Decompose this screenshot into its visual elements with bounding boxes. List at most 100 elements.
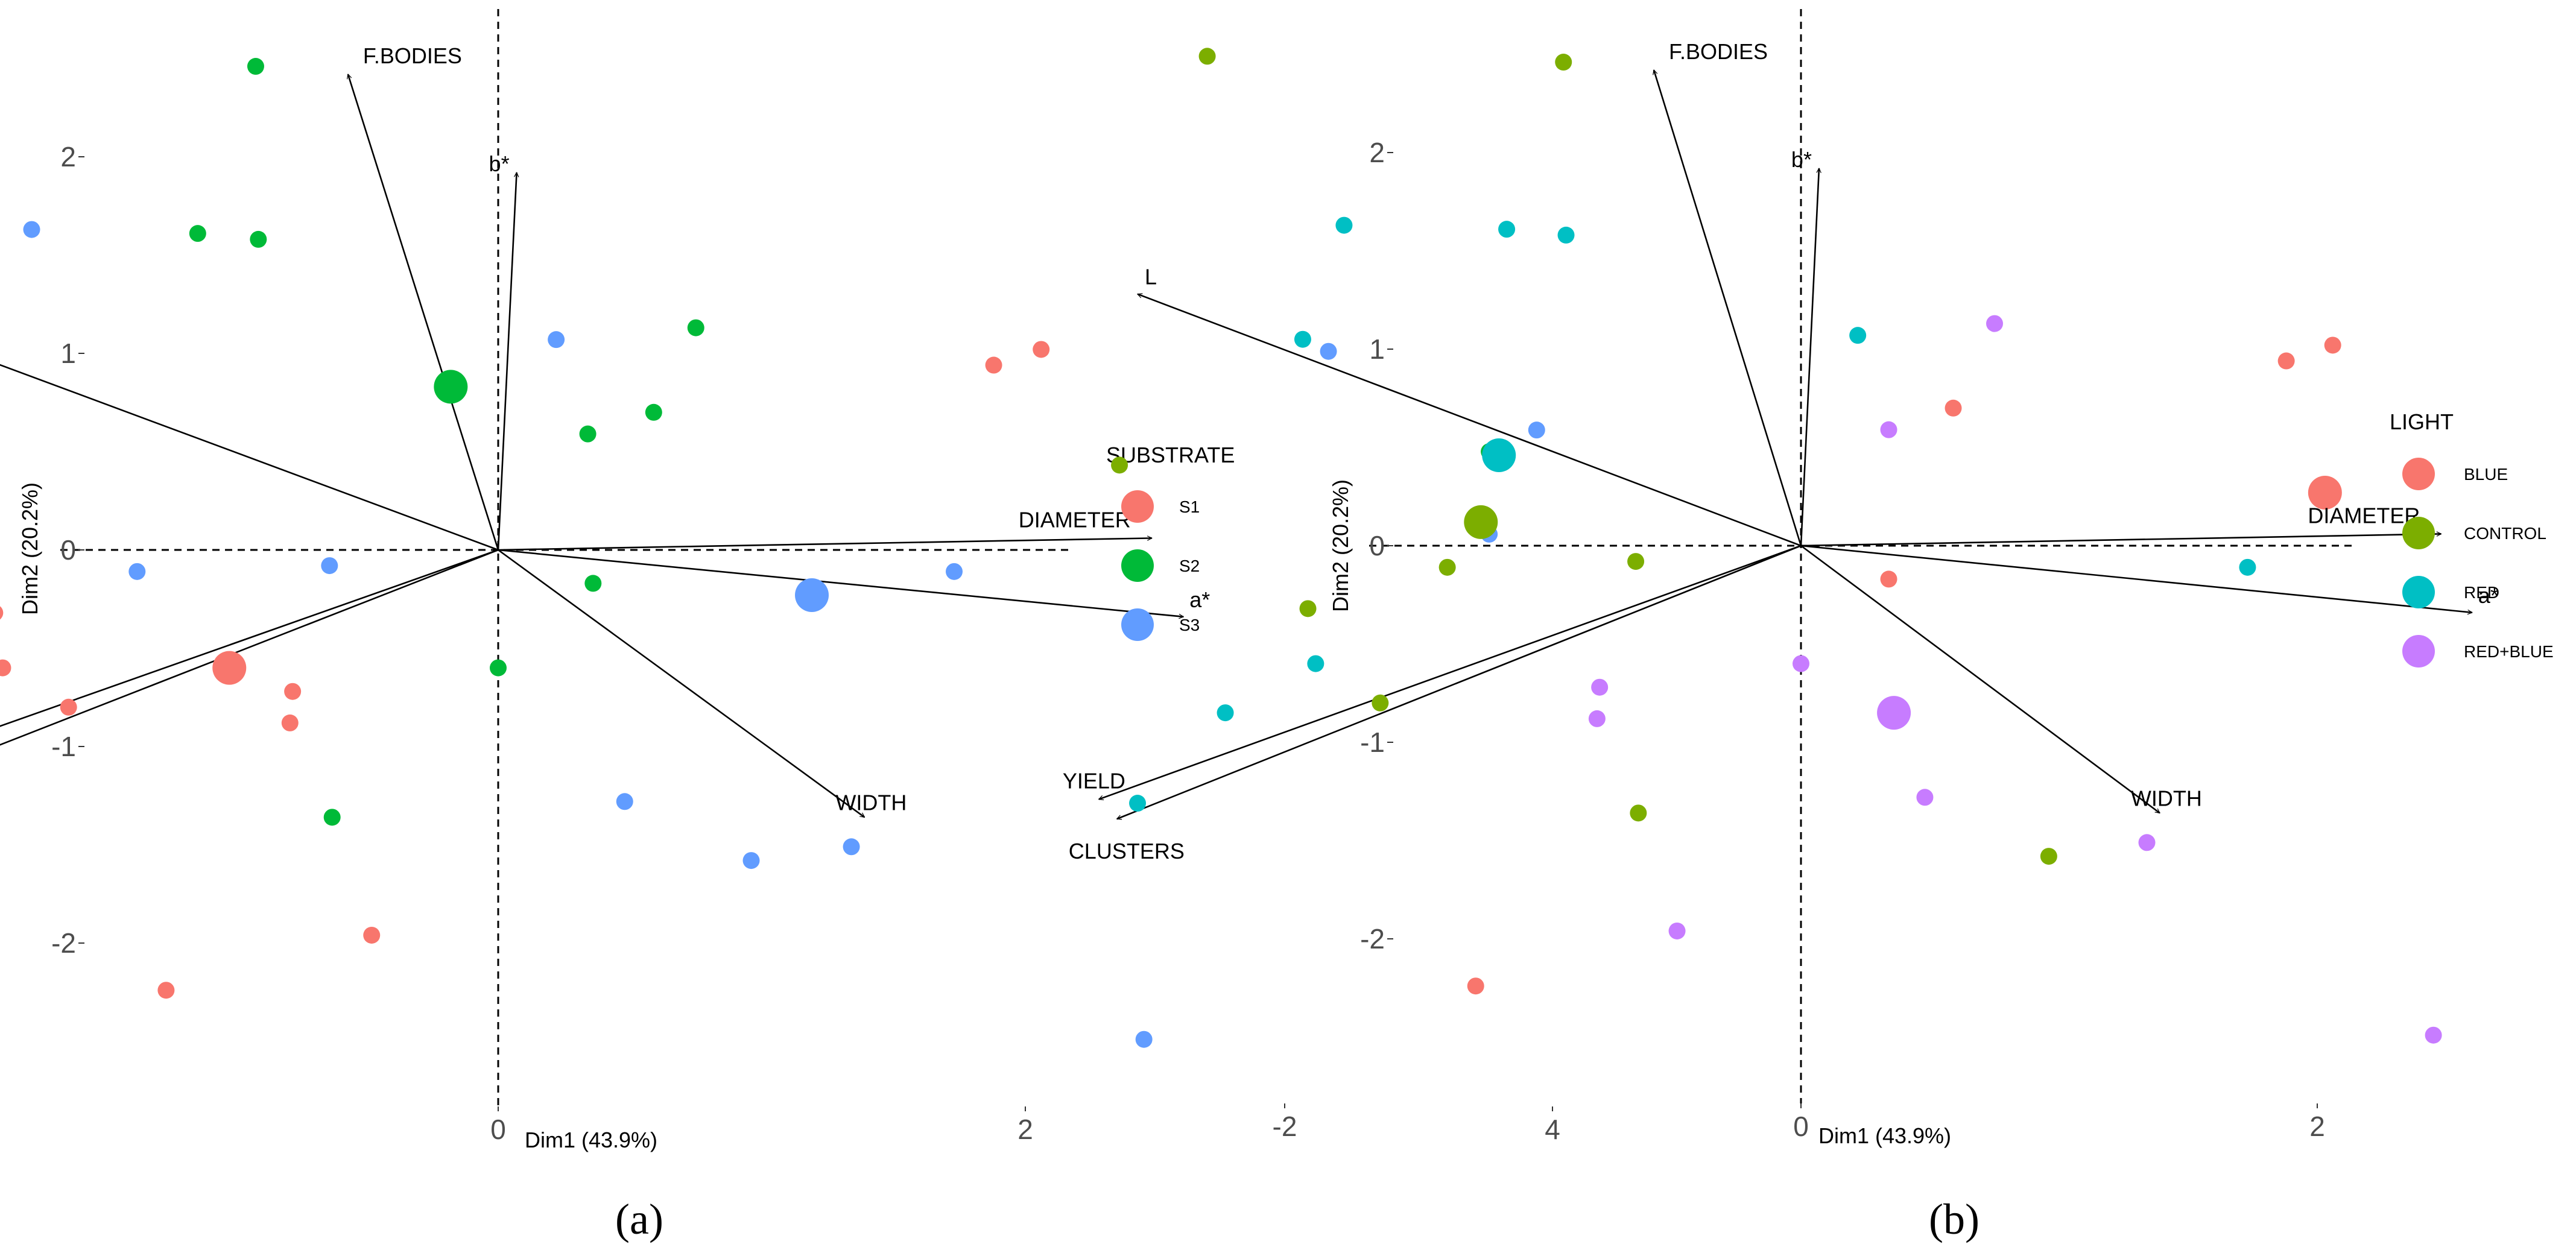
- y-tick-label: 0: [60, 534, 76, 566]
- x-tick-label: 4: [1545, 1114, 1560, 1145]
- data-point: [1498, 221, 1516, 238]
- variable-arrow: [1800, 544, 2160, 814]
- data-point: [1320, 342, 1337, 360]
- variable-label: WIDTH: [2131, 786, 2202, 810]
- data-point: [1880, 421, 1897, 438]
- y-tick-label: 1: [60, 338, 76, 369]
- data-point: [281, 714, 299, 731]
- legend-entries: S1 S2 S3: [1121, 490, 1200, 641]
- data-point: [1793, 655, 1809, 672]
- x-axis-ticks: -2 0 2 4: [490, 1106, 1560, 1145]
- legend-key: [1121, 490, 1154, 523]
- legend-key: [1121, 608, 1154, 641]
- data-point: [321, 557, 338, 575]
- data-point: [60, 698, 77, 716]
- variable-arrow: [1117, 544, 1802, 819]
- y-tick-label: -2: [1360, 923, 1385, 955]
- data-point: [250, 230, 267, 248]
- group-centroid-point: [1482, 438, 1516, 473]
- data-point: [579, 425, 597, 443]
- variable-arrow: [498, 549, 1183, 617]
- data-point: [1916, 789, 1934, 806]
- group-centroid-point: [795, 578, 829, 612]
- variable-label: F.BODIES: [1669, 39, 1768, 64]
- data-point: [363, 926, 381, 944]
- variable-label: L: [1145, 265, 1157, 289]
- x-tick-label: 2: [2309, 1111, 2325, 1142]
- variable-arrows: [1099, 70, 2472, 819]
- data-point: [1591, 678, 1609, 696]
- data-point: [1630, 804, 1647, 822]
- variable-label: b*: [489, 151, 510, 176]
- variable-arrow: [348, 74, 499, 551]
- legend-key: [2402, 635, 2435, 668]
- data-point: [23, 221, 40, 238]
- variable-arrow: [1099, 544, 1802, 800]
- x-tick-label: -2: [1273, 1111, 1297, 1142]
- panel-label: (b): [1929, 1195, 1979, 1243]
- group-centroid-point: [1877, 696, 1911, 730]
- data-point: [1557, 226, 1575, 244]
- variable-arrow: [497, 172, 517, 551]
- data-point: [0, 659, 11, 677]
- individual-points: [1111, 48, 2442, 1044]
- data-point: [1135, 1030, 1153, 1048]
- panel-label: (a): [615, 1195, 663, 1243]
- data-point: [985, 356, 1002, 374]
- panel-b: F.BODIESb*LDIAMETERa*WIDTHYIELDCLUSTERS …: [1063, 9, 2554, 1243]
- y-axis-title: Dim2 (20.2%): [17, 482, 42, 615]
- data-point: [284, 683, 302, 700]
- data-point: [2277, 352, 2295, 370]
- data-point: [687, 319, 704, 336]
- data-point: [2138, 834, 2156, 851]
- data-point: [1307, 655, 1324, 672]
- legend-label: S2: [1179, 557, 1200, 575]
- legend-label: BLUE: [2464, 465, 2508, 484]
- group-centroid-point: [2308, 475, 2342, 510]
- data-point: [1372, 694, 1389, 712]
- variable-arrow: [1800, 534, 2441, 547]
- data-point: [1198, 48, 1216, 65]
- legend: LIGHT BLUE CONTROL RED RED+BLUE: [2390, 409, 2554, 668]
- variable-arrow: [1138, 294, 1802, 547]
- variable-arrow: [0, 549, 499, 727]
- legend-label: CONTROL: [2464, 524, 2546, 543]
- data-point: [490, 659, 507, 677]
- y-tick-label: 2: [60, 141, 76, 172]
- data-point: [616, 793, 633, 810]
- data-point: [946, 563, 963, 580]
- variable-arrow: [0, 364, 499, 551]
- data-point: [2040, 848, 2057, 865]
- variable-label: YIELD: [1063, 769, 1125, 794]
- data-point: [584, 575, 602, 592]
- legend-label: RED+BLUE: [2464, 642, 2554, 661]
- data-point: [1945, 399, 1962, 417]
- data-point: [189, 225, 206, 242]
- data-point: [1880, 570, 1897, 588]
- data-point: [1335, 216, 1353, 234]
- group-centroid-point: [212, 651, 247, 685]
- y-axis-ticks: -2 -1 0 1 2: [51, 141, 84, 959]
- data-point: [645, 403, 662, 421]
- data-point: [843, 838, 860, 856]
- data-point: [1555, 54, 1572, 71]
- variable-arrows: [0, 74, 1183, 818]
- x-axis-title: Dim1 (43.9%): [525, 1128, 657, 1152]
- variable-arrow: [1800, 168, 1819, 546]
- legend-label: RED: [2464, 583, 2499, 602]
- reference-lines: [1369, 9, 2355, 1103]
- y-tick-label: -1: [51, 731, 76, 762]
- y-tick-label: -1: [1360, 727, 1385, 758]
- data-point: [1849, 327, 1867, 344]
- data-point: [1217, 704, 1234, 722]
- reference-lines: [60, 9, 1074, 1106]
- legend-key: [2402, 517, 2435, 549]
- data-point: [2324, 336, 2341, 354]
- data-point: [128, 563, 146, 580]
- y-axis-ticks: -2 -1 0 1 2: [1360, 137, 1393, 955]
- variable-label: F.BODIES: [363, 43, 462, 68]
- data-point: [0, 606, 4, 620]
- variable-label: CLUSTERS: [1069, 839, 1185, 863]
- data-point: [247, 58, 264, 75]
